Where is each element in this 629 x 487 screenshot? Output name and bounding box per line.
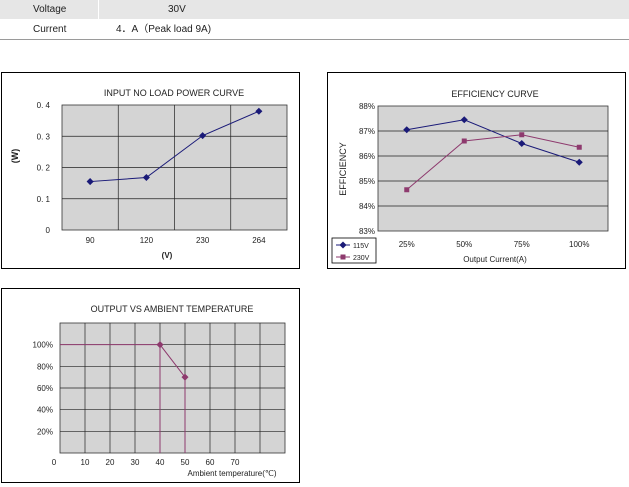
data-point: [576, 144, 582, 150]
data-point: [518, 139, 526, 148]
y-tick-label: 87%: [359, 127, 375, 136]
data-point: [142, 173, 150, 182]
spec-label: Voltage: [0, 0, 98, 19]
y-tick-label: 0. 2: [37, 164, 51, 173]
x-tick-label: 90: [86, 236, 95, 245]
x-tick-label: 25%: [399, 240, 415, 249]
spec-row-voltage: Voltage 30V: [0, 0, 629, 19]
data-point: [86, 178, 94, 186]
x-tick-label: 40: [156, 458, 165, 467]
y-tick-label: 0. 1: [37, 195, 51, 204]
y-tick-label: 88%: [359, 102, 375, 111]
x-tick-label: 20: [106, 458, 115, 467]
y-tick-label: 84%: [359, 202, 375, 211]
x-tick-label: 60: [206, 458, 215, 467]
data-point: [403, 126, 411, 134]
y-tick-label: 83%: [359, 227, 375, 236]
chart-title: OUTPUT VS AMBIENT TEMPERATURE: [91, 304, 254, 314]
data-point: [519, 132, 525, 138]
data-point: [461, 138, 467, 144]
x-tick-label: 230: [196, 236, 210, 245]
x-axis-label: (V): [162, 251, 173, 260]
legend-label-115v: 115V: [353, 243, 369, 250]
series-line: [406, 134, 580, 191]
y-tick-label: 0: [46, 226, 51, 235]
x-tick-label: 100%: [569, 240, 589, 249]
derating-panel: OUTPUT VS AMBIENT TEMPERATURE Ambient te…: [1, 288, 300, 483]
y-axis-label: EFFICIENCY: [338, 142, 348, 196]
data-point: [404, 187, 410, 193]
y-tick-label: 40%: [37, 406, 53, 415]
x-tick-label: 264: [252, 236, 266, 245]
y-tick-label: 60%: [37, 384, 53, 393]
spec-value: 30V: [98, 0, 629, 19]
data-point: [199, 132, 207, 140]
no-load-power-panel: INPUT NO LOAD POWER CURVE (W) (V) 0 0. 1 0…: [1, 72, 300, 269]
spec-label: Current: [33, 24, 67, 35]
x-tick-label: 75%: [514, 240, 530, 249]
y-tick-label: 100%: [33, 341, 53, 350]
plot-area: [377, 105, 609, 232]
y-tick-label: 85%: [359, 177, 375, 186]
series-line: [406, 119, 580, 163]
data-point: [460, 116, 468, 124]
y-axis-label: (W): [10, 149, 20, 164]
y-tick-label: 20%: [37, 427, 53, 436]
chart-title: INPUT NO LOAD POWER CURVE: [104, 88, 244, 98]
legend-marker-115v: [339, 241, 347, 249]
legend-marker-230v: [340, 254, 346, 260]
data-point: [575, 158, 583, 166]
x-tick-label: 50: [181, 458, 190, 467]
x-tick-label: 50%: [456, 240, 472, 249]
x-axis-label: Output Current(A): [463, 255, 527, 264]
series-line: [90, 110, 260, 183]
spec-row-current: Current 4．A（Peak load 9A): [0, 20, 629, 40]
efficiency-chart: EFFICIENCY CURVE EFFICIENCY Output Curre…: [331, 89, 609, 264]
x-tick-label: 30: [131, 458, 140, 467]
chart-title: EFFICIENCY CURVE: [451, 89, 538, 99]
x-tick-label: 70: [231, 458, 240, 467]
y-tick-label: 80%: [37, 362, 53, 371]
spec-value: 4．A（Peak load 9A): [116, 24, 212, 35]
efficiency-panel: EFFICIENCY CURVE EFFICIENCY Output Curre…: [327, 72, 626, 269]
no-load-power-chart: INPUT NO LOAD POWER CURVE (W) (V) 0 0. 1 0…: [10, 88, 288, 260]
x-tick-label: 10: [81, 458, 90, 467]
y-tick-label: 0. 3: [37, 132, 51, 141]
legend-label-230v: 230V: [353, 255, 370, 262]
derating-chart: OUTPUT VS AMBIENT TEMPERATURE Ambient te…: [33, 304, 286, 478]
data-point: [181, 373, 189, 381]
legend-box: [331, 237, 377, 264]
x-axis-label: Ambient temperature(℃): [187, 469, 276, 478]
data-point: [255, 107, 263, 115]
y-tick-label: 86%: [359, 152, 375, 161]
x-tick-label: 120: [140, 236, 154, 245]
legend: 115V 230V: [331, 237, 377, 264]
x-tick-label: 0: [52, 458, 57, 467]
y-tick-label: 0. 4: [37, 101, 51, 110]
